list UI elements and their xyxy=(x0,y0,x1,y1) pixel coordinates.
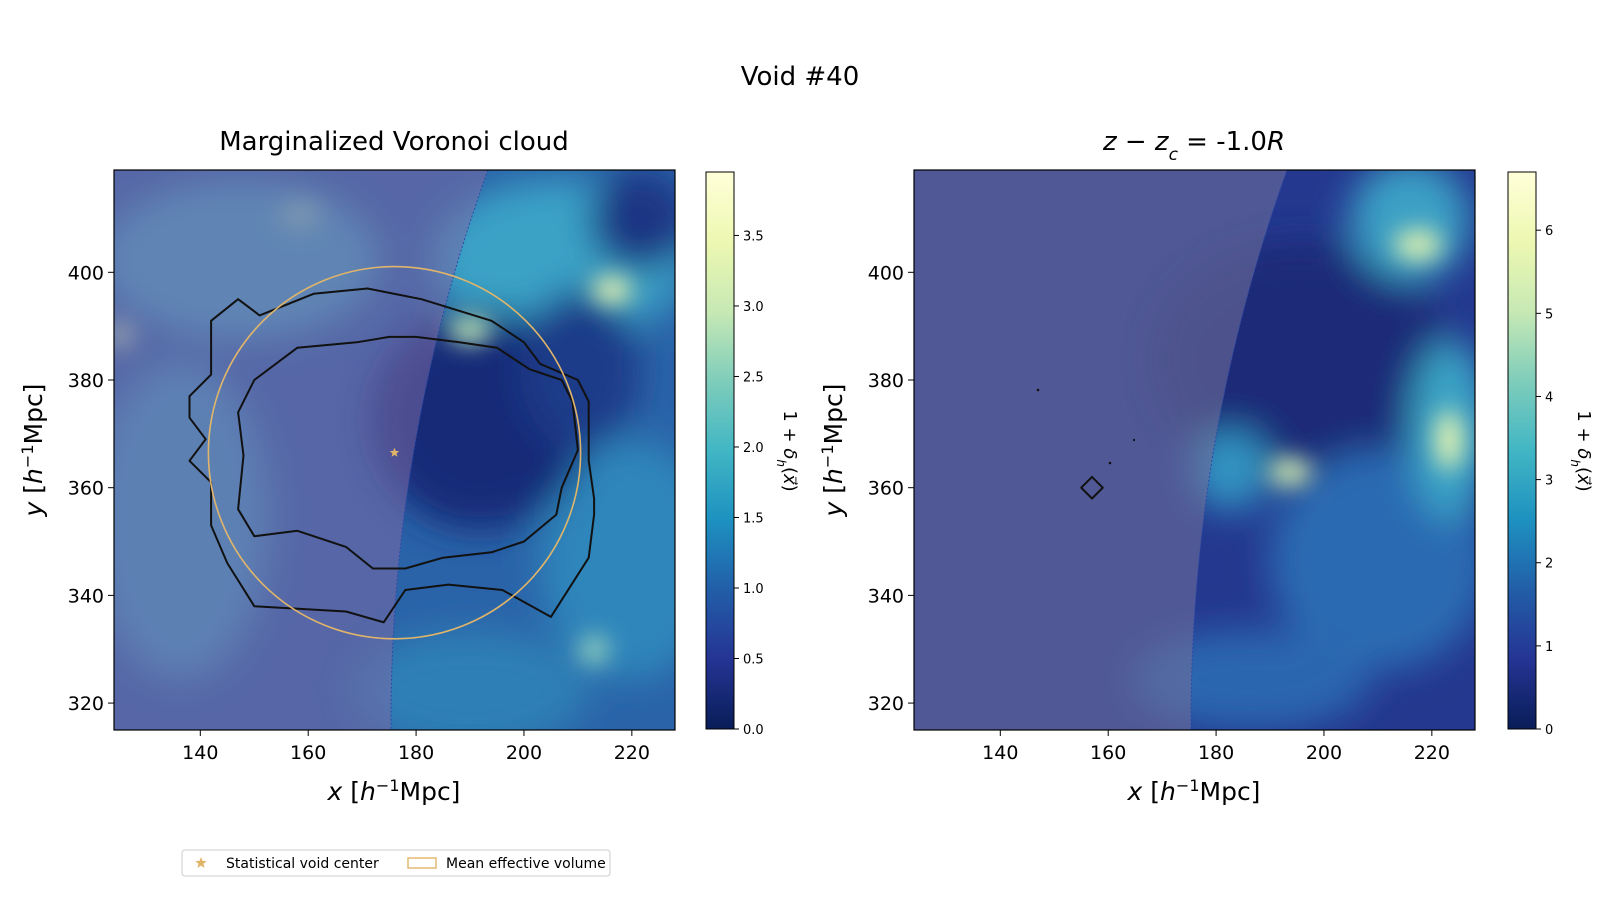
panel-left-title: Marginalized Voronoi cloud xyxy=(219,127,569,157)
axes-frame-right xyxy=(913,169,1476,731)
colorbar-label-right: 1 + δh(x⃗) xyxy=(1568,410,1594,491)
y-axis-label-right: y [h−1Mpc] xyxy=(818,384,849,518)
density-contour xyxy=(237,335,579,570)
colorbar-tick-label: 2.0 xyxy=(743,441,764,456)
y-tick-label: 360 xyxy=(68,478,104,500)
density-contour xyxy=(1080,475,1104,500)
void-center-star-icon xyxy=(389,447,400,457)
y-tick-label: 360 xyxy=(868,478,904,500)
legend-star-icon xyxy=(195,857,207,868)
colorbar-tick-label: 3 xyxy=(1545,474,1553,489)
legend-box xyxy=(181,849,611,877)
colorbar-tick-label: 5 xyxy=(1545,307,1553,322)
y-tick-label: 400 xyxy=(868,262,904,284)
y-tick-label: 380 xyxy=(868,370,904,392)
colorbar-tick-label: 0.5 xyxy=(743,652,764,667)
figure-suptitle: Void #40 xyxy=(741,62,860,92)
x-tick-label: 140 xyxy=(182,742,218,764)
x-tick-label: 140 xyxy=(982,742,1018,764)
x-tick-label: 160 xyxy=(1090,742,1126,764)
contours-left xyxy=(188,287,596,624)
contour-dot xyxy=(1132,438,1136,442)
colorbar-ticks-left: 0.0 0.5 1.0 1.5 2.0 2.5 3.0 3.5 xyxy=(734,229,764,738)
y-axis-label-left: y [h−1Mpc] xyxy=(18,384,49,518)
colorbar-tick-label: 2 xyxy=(1545,557,1553,572)
contour-dot xyxy=(1108,461,1112,465)
panel-left: Marginalized Voronoi cloud xyxy=(18,127,801,806)
x-tick-label: 160 xyxy=(290,742,326,764)
y-tick-label: 380 xyxy=(68,370,104,392)
colorbar-tick-label: 3.0 xyxy=(743,300,764,315)
heatmap-right xyxy=(914,170,1475,730)
x-tick-label: 200 xyxy=(506,742,542,764)
colorbar-right xyxy=(1507,171,1537,730)
y-tick-label: 340 xyxy=(68,585,104,607)
colorbar-tick-label: 6 xyxy=(1545,224,1553,239)
y-tick-label: 400 xyxy=(68,262,104,284)
y-tick-label: 320 xyxy=(68,693,104,715)
legend-rect-outline-icon xyxy=(407,857,437,869)
x-tick-label: 180 xyxy=(1198,742,1234,764)
density-contour xyxy=(188,287,596,624)
colorbar-tick-label: 4 xyxy=(1545,390,1553,405)
x-tick-label: 200 xyxy=(1306,742,1342,764)
colorbar-tick-label: 3.5 xyxy=(743,229,764,244)
x-axis-label-left: x [h−1Mpc] xyxy=(327,776,461,807)
xaxis-ticks-right: 140 160 180 200 220 xyxy=(982,730,1450,764)
yaxis-ticks-right: 320 340 360 380 400 xyxy=(868,262,914,715)
colorbar-label-left: 1 + δh(x⃗) xyxy=(774,410,800,491)
colorbar-left xyxy=(705,171,735,730)
panel-right: z − zc = -1.0R 140 160 1 xyxy=(818,127,1595,806)
colorbar-tick-label: 1.0 xyxy=(743,582,764,597)
colorbar-tick-label: 0.0 xyxy=(743,723,764,738)
legend-label-effective-volume: Mean effective volume xyxy=(446,856,606,872)
xaxis-ticks-left: 140 160 180 200 220 xyxy=(182,730,650,764)
heatmap-left xyxy=(114,170,675,730)
x-tick-label: 180 xyxy=(398,742,434,764)
x-tick-label: 220 xyxy=(1414,742,1450,764)
colorbar-tick-label: 1 xyxy=(1545,640,1553,655)
axes-frame-left xyxy=(113,169,676,731)
x-axis-label-right: x [h−1Mpc] xyxy=(1127,776,1261,807)
colorbar-tick-label: 1.5 xyxy=(743,511,764,526)
x-tick-label: 220 xyxy=(614,742,650,764)
colorbar-ticks-right: 0 1 2 3 4 5 6 xyxy=(1536,224,1553,738)
mean-effective-volume-circle xyxy=(207,265,582,640)
legend: Statistical void center Mean effective v… xyxy=(181,849,611,877)
panel-right-title: z − zc = -1.0R xyxy=(1102,127,1285,165)
yaxis-ticks-left: 320 340 360 380 400 xyxy=(68,262,114,715)
y-tick-label: 340 xyxy=(868,585,904,607)
legend-label-void-center: Statistical void center xyxy=(226,856,379,872)
colorbar-tick-label: 2.5 xyxy=(743,370,764,385)
contours-right xyxy=(1080,475,1104,500)
colorbar-tick-label: 0 xyxy=(1545,723,1553,738)
contour-dot xyxy=(1036,388,1040,392)
y-tick-label: 320 xyxy=(868,693,904,715)
